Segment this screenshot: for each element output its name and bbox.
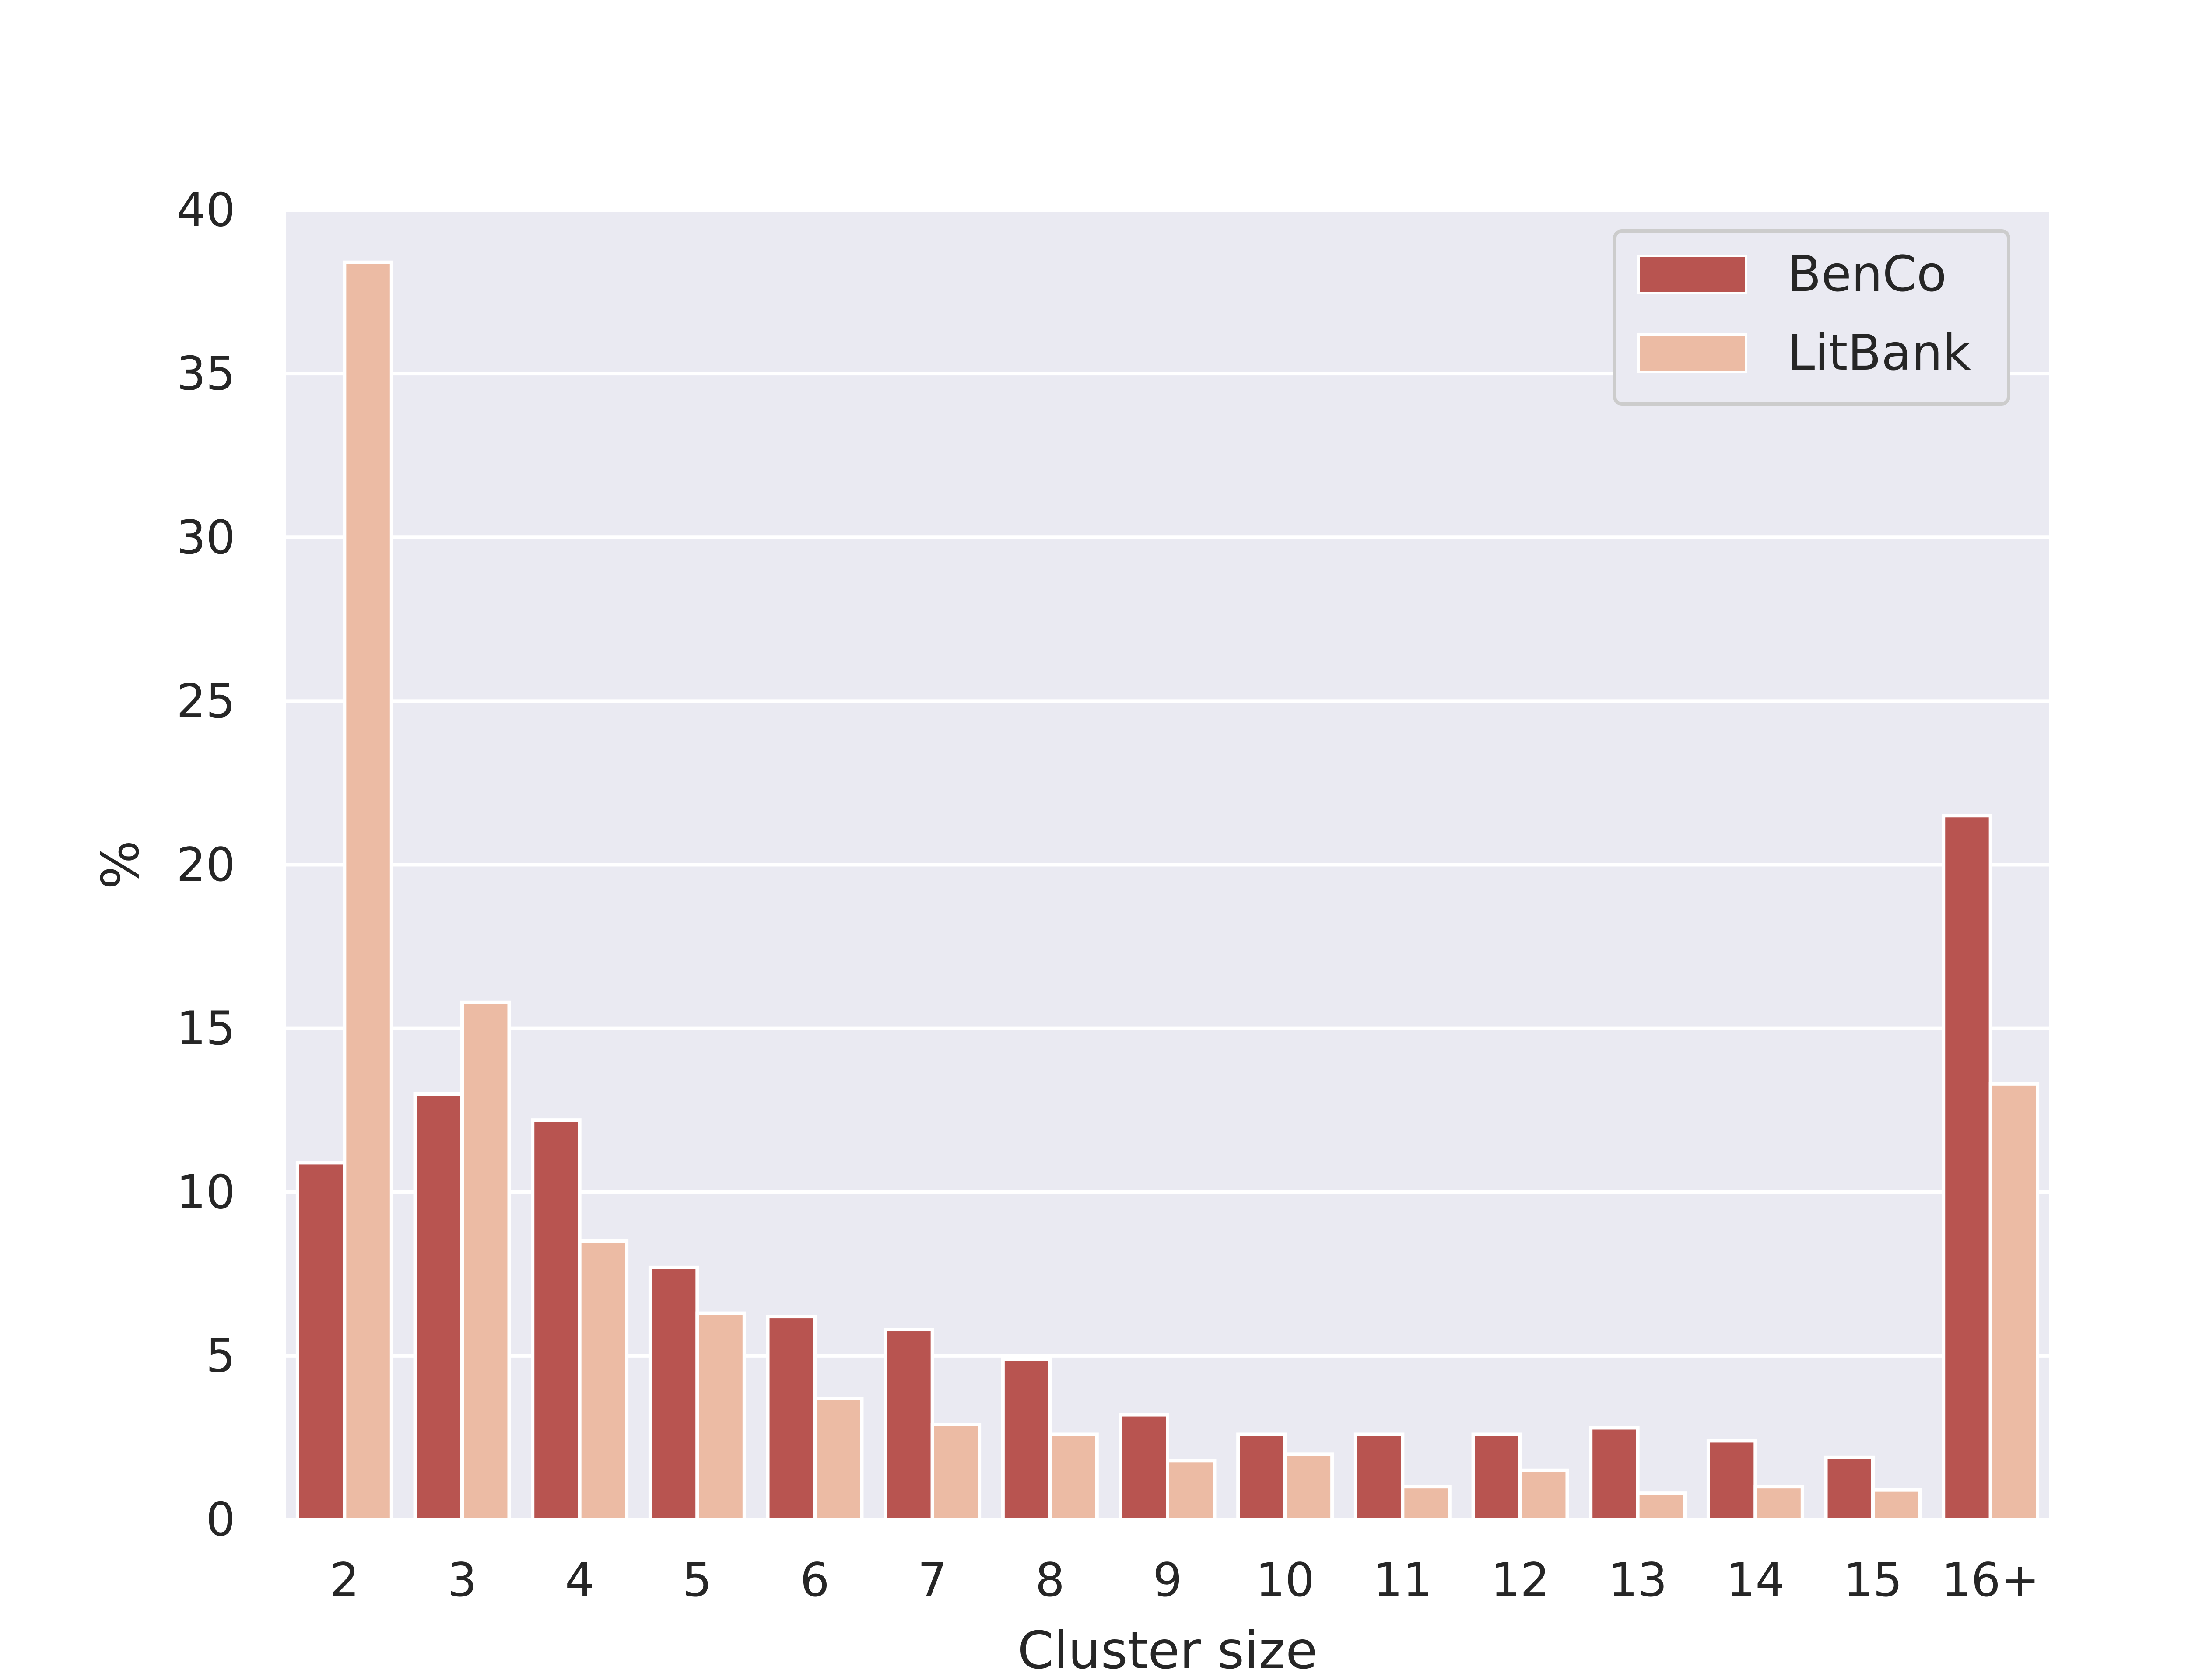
legend-swatch-benco [1637, 255, 1747, 294]
y-tick-label: 15 [176, 1001, 235, 1055]
bar-benco-6 [766, 1315, 817, 1521]
legend: BenCo LitBank [1613, 229, 2010, 406]
bar-litbank-11 [1401, 1485, 1452, 1522]
bar-litbank-5 [695, 1311, 746, 1522]
x-axis-label: Cluster size [1017, 1620, 1317, 1680]
bar-benco-16+ [1942, 814, 1992, 1521]
bar-litbank-9 [1166, 1459, 1217, 1521]
x-tick-label: 6 [800, 1553, 829, 1607]
x-tick-labels: 2 3 4 5 6 7 8 9 10 11 12 13 14 15 16+ [330, 1553, 2040, 1607]
bar-benco-3 [413, 1092, 464, 1521]
bar-benco-13 [1589, 1426, 1640, 1521]
x-tick-label: 3 [447, 1553, 477, 1607]
bar-benco-10 [1236, 1432, 1287, 1522]
bar-litbank-13 [1636, 1491, 1687, 1521]
bar-litbank-7 [930, 1423, 982, 1522]
x-tick-label: 7 [918, 1553, 947, 1607]
y-tick-label: 5 [206, 1329, 235, 1382]
y-tick-label: 40 [176, 183, 235, 237]
y-tick-label: 20 [176, 838, 235, 892]
bar-litbank-3 [460, 1000, 511, 1521]
y-tick-label: 25 [176, 674, 235, 728]
bar-litbank-2 [343, 260, 393, 1521]
bar-benco-12 [1471, 1432, 1522, 1522]
x-tick-label: 13 [1608, 1553, 1667, 1607]
x-tick-label: 9 [1153, 1553, 1182, 1607]
bar-benco-4 [531, 1118, 582, 1521]
bar-benco-15 [1824, 1455, 1875, 1522]
x-tick-label: 4 [565, 1553, 594, 1607]
legend-swatch-litbank [1637, 333, 1747, 373]
y-tick-label: 0 [206, 1493, 235, 1547]
bar-benco-5 [648, 1265, 699, 1521]
legend-label-benco: BenCo [1788, 246, 1946, 303]
x-tick-label: 10 [1255, 1553, 1315, 1607]
y-tick-label: 35 [176, 347, 235, 401]
legend-label-litbank: LitBank [1788, 325, 1971, 382]
bar-litbank-15 [1871, 1488, 1922, 1521]
x-tick-label: 12 [1491, 1553, 1550, 1607]
x-tick-label: 8 [1035, 1553, 1065, 1607]
bar-benco-7 [884, 1328, 934, 1521]
bar-litbank-8 [1048, 1432, 1099, 1522]
bars [295, 260, 2040, 1522]
bar-benco-2 [295, 1161, 347, 1521]
y-axis-label: % [90, 840, 151, 889]
x-tick-label: 15 [1844, 1553, 1903, 1607]
x-tick-label: 11 [1373, 1553, 1432, 1607]
x-tick-label: 16+ [1942, 1553, 2040, 1607]
bar-litbank-14 [1753, 1485, 1804, 1522]
x-tick-label: 2 [330, 1553, 359, 1607]
y-tick-label: 30 [176, 511, 235, 564]
bar-litbank-16+ [1988, 1082, 2040, 1521]
bar-benco-8 [1001, 1357, 1052, 1521]
bar-litbank-6 [813, 1396, 864, 1521]
bar-benco-14 [1706, 1439, 1757, 1521]
x-tick-label: 14 [1726, 1553, 1785, 1607]
x-tick-label: 5 [683, 1553, 712, 1607]
y-tick-labels: 0 5 10 15 20 25 30 35 40 [176, 183, 235, 1547]
bar-benco-11 [1353, 1432, 1405, 1522]
bar-litbank-10 [1283, 1452, 1334, 1522]
bar-litbank-12 [1518, 1468, 1569, 1521]
bar-benco-9 [1119, 1413, 1170, 1522]
y-tick-label: 10 [176, 1165, 235, 1219]
bar-litbank-4 [578, 1239, 629, 1522]
